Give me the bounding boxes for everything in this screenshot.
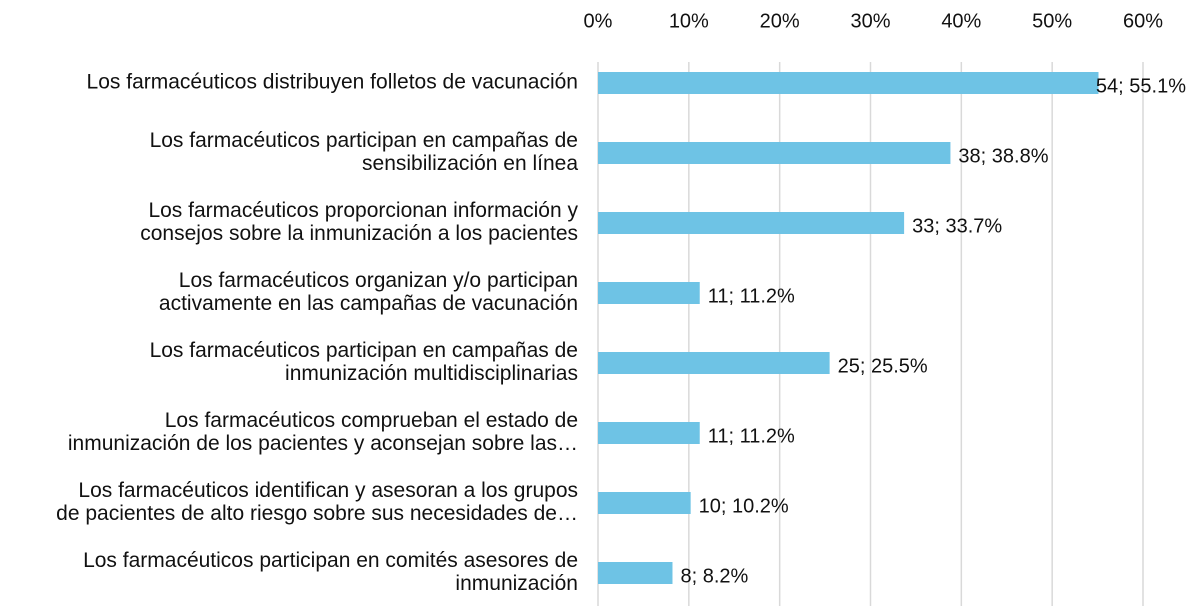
category-label: Los farmacéuticos distribuyen folletos d… — [87, 71, 578, 94]
category-label: Los farmacéuticos comprueban el estado d… — [165, 409, 578, 432]
category-label: Los farmacéuticos identifican y asesoran… — [78, 479, 578, 502]
bar — [598, 352, 830, 374]
category-label: activamente en las campañas de vacunació… — [159, 292, 578, 315]
value-label: 38; 38.8% — [958, 145, 1048, 167]
bar — [598, 492, 691, 514]
value-label: 11; 11.2% — [708, 285, 795, 307]
bar — [598, 72, 1099, 94]
category-label: Los farmacéuticos organizan y/o particip… — [179, 269, 578, 292]
value-label: 25; 25.5% — [838, 355, 928, 377]
value-label: 54; 55.1% — [1096, 75, 1186, 97]
bar — [598, 142, 951, 164]
bar — [598, 562, 673, 584]
value-label: 11; 11.2% — [708, 425, 795, 447]
x-tick-label: 20% — [760, 10, 800, 32]
bar — [598, 212, 905, 234]
category-label: sensibilización en línea — [362, 152, 578, 175]
category-label: inmunización de los pacientes y aconseja… — [68, 432, 578, 455]
value-label: 10; 10.2% — [699, 495, 789, 517]
category-label: Los farmacéuticos participan en campañas… — [150, 129, 578, 152]
bar — [598, 282, 700, 304]
value-label: 8; 8.2% — [680, 565, 748, 587]
bar — [598, 422, 700, 444]
x-tick-label: 0% — [584, 10, 613, 32]
category-label: inmunización — [455, 572, 578, 595]
category-label: Los farmacéuticos participan en comités … — [83, 549, 578, 572]
x-tick-label: 50% — [1032, 10, 1072, 32]
category-label: de pacientes de alto riesgo sobre sus ne… — [56, 502, 578, 525]
category-label: inmunización multidisciplinarias — [285, 362, 578, 385]
x-tick-label: 10% — [669, 10, 709, 32]
x-tick-label: 40% — [941, 10, 981, 32]
category-label: Los farmacéuticos proporcionan informaci… — [148, 199, 578, 222]
category-label: Los farmacéuticos participan en campañas… — [150, 339, 578, 362]
x-tick-label: 30% — [850, 10, 890, 32]
category-label: consejos sobre la inmunización a los pac… — [140, 222, 578, 245]
x-tick-label: 60% — [1123, 10, 1163, 32]
value-label: 33; 33.7% — [912, 215, 1002, 237]
